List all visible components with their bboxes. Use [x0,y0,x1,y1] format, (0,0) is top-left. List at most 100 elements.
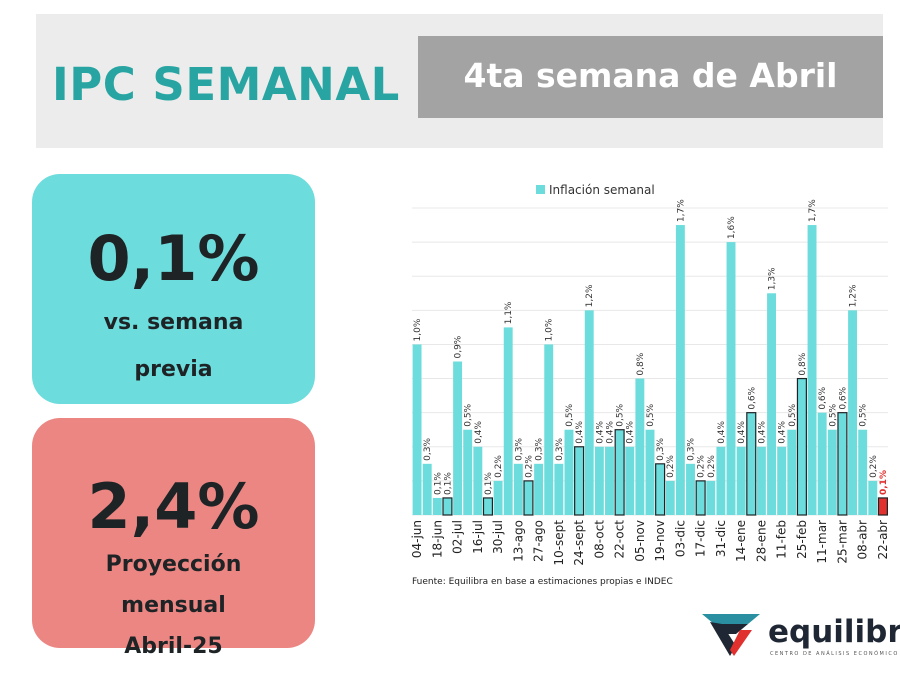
x-tick-label: 18-jun [430,520,444,558]
bar [726,242,736,515]
bar [463,429,473,515]
logo-name: equilibra [768,614,900,650]
bar [777,446,787,515]
bar [746,412,757,516]
bar [756,446,766,515]
page-title: IPC SEMANAL [52,58,400,111]
bar [706,480,716,515]
value-label: 0,3% [555,438,565,461]
bar [493,480,503,515]
chart-value-labels: 1,0%0,3%0,1% 0,1%0,9%0,5%0,4%0,1%0,2%1,1%… [413,199,889,495]
bar [412,344,422,515]
bar [807,225,817,516]
value-label: 0,4% [575,420,585,443]
x-tick-label: 25-mar [835,520,849,564]
value-label: 0,3% [423,438,433,461]
value-label: 1,6% [727,216,737,239]
value-label: 0,4% [757,420,767,443]
value-label: 0,3% [656,438,666,461]
bar [523,480,534,516]
bar [605,446,614,515]
chart-source: Fuente: Equilibra en base a estimaciones… [412,577,673,587]
bar [432,497,442,515]
value-label: 0,6% [838,386,848,409]
weekly-inflation-chart: Inflación semanal 1,0%0,3%0,1% 0,1%0,9%0,… [410,183,890,566]
bar [594,446,604,515]
value-label: 0,5% [646,403,656,426]
x-tick-label: 25-feb [795,520,809,559]
bar [513,463,523,515]
value-label: 0,5% [828,403,838,426]
bar [868,480,878,515]
value-label: 0,2% [869,455,879,478]
value-label: 0,9% [454,335,464,358]
chart-legend: Inflación semanal [536,183,655,197]
value-label: 0,3% [535,438,545,461]
x-tick-label: 31-dic [714,520,728,557]
bar [574,446,585,516]
value-label: 0,2% [494,455,504,478]
x-tick-label: 16-jul [471,520,485,554]
value-label: 1,2% [849,284,859,307]
value-label: 1,1% [504,301,514,324]
value-label: 0,5% [859,403,869,426]
bar [695,480,706,516]
projection-line1: Proyección [105,552,242,577]
x-tick-label: 28-ene [754,520,768,562]
value-label: 0,5% [616,403,626,426]
bar [422,463,432,515]
value-label: 0,5% [464,403,474,426]
value-label: 1,3% [768,267,778,290]
x-tick-label: 10-sept [552,520,566,566]
bar [635,378,645,515]
value-label: 1,7% [676,199,686,222]
bar [442,497,453,516]
x-tick-label: 11-feb [775,520,789,559]
x-tick-label: 13-ago [511,520,525,562]
value-label: 0,2% [707,455,717,478]
value-label: 0,1% [484,472,494,495]
bar [655,463,666,516]
value-label: 0,3% [687,438,697,461]
value-label: 0,2% [524,455,534,478]
x-tick-label: 30-jul [491,520,505,554]
value-label: 0,5% [788,403,798,426]
value-label: 0,2% [697,455,707,478]
x-tick-label: 02-jul [451,520,465,554]
bar [858,429,868,515]
x-tick-label: 19-nov [653,520,667,562]
previous-week-line1: vs. semana [103,310,244,335]
value-label: 0,8% [636,352,646,375]
bar [614,429,625,516]
value-label: 0,6% [747,386,757,409]
bar [482,497,494,516]
legend-swatch [536,185,545,194]
legend-label: Inflación semanal [549,183,655,197]
value-label: 0,4% [474,420,484,443]
chart-x-labels: 04-jun 18-jun 02-jul 16-jul 30-jul 13-ago 27-a… [410,520,890,566]
value-label: 0,1% [443,472,453,495]
value-label: 0,4% [626,420,636,443]
value-label: 0,5% [565,403,575,426]
projection-card: 2,4% Proyección mensual Abril-25 [32,418,315,659]
bar [503,327,513,515]
chart-bars [412,225,888,516]
bar [817,412,827,515]
bar [534,463,544,515]
value-label: 0,6% [818,386,828,409]
x-tick-label: 11-mar [815,520,829,564]
bar [716,446,726,515]
projection-value: 2,4% [87,470,260,543]
x-tick-label: 08-oct [592,520,606,559]
value-label: 0,1% [433,472,443,495]
value-label: 1,0% [545,318,555,341]
value-label: 1,0% [413,318,423,341]
x-tick-label: 03-dic [673,520,687,557]
bar [665,480,675,515]
x-tick-label: 22-oct [613,520,627,559]
bar [837,412,848,516]
bar [767,293,776,515]
previous-week-line2: previa [134,357,213,382]
bar [453,361,463,515]
bar [675,225,685,516]
